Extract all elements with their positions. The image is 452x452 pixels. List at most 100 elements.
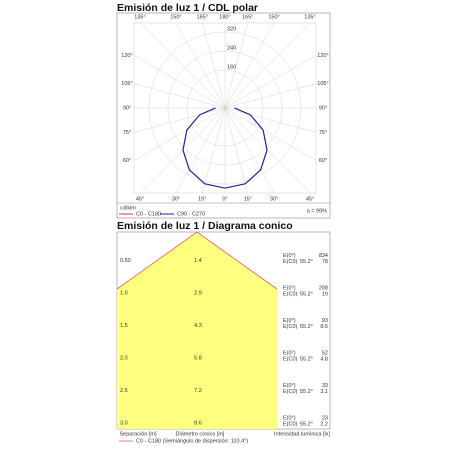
grid-circle <box>186 69 264 147</box>
ec0-caption: E(C0) <box>283 421 298 427</box>
half-angle: 55.2° <box>300 356 313 362</box>
angle-label: 15° <box>244 196 252 202</box>
spoke <box>139 23 226 109</box>
diameter-label: 5.8 <box>194 355 202 361</box>
e0-caption: E(0°) <box>283 350 296 356</box>
e0-caption: E(0°) <box>283 415 296 421</box>
col-header: Separación [m] <box>120 431 157 437</box>
ec0-value: 2.2 <box>320 421 328 427</box>
legend-label: C0 - C180 <box>136 211 161 217</box>
angle-label: 120° <box>121 53 132 59</box>
cone-area <box>117 232 277 429</box>
angle-label: 15° <box>198 196 206 202</box>
ec0-caption: E(C0) <box>283 259 298 265</box>
col-header: Diámetro cónico [m] <box>176 431 225 437</box>
ec0-caption: E(C0) <box>283 356 298 362</box>
angle-label: 135° <box>134 14 145 20</box>
half-angle: 55.2° <box>300 389 313 395</box>
cone-edge <box>116 231 278 290</box>
distance-label: 2.0 <box>120 355 128 361</box>
spoke <box>224 23 248 109</box>
grid-circle <box>148 31 302 185</box>
spoke <box>224 55 316 109</box>
polar-curve <box>182 107 226 189</box>
angle-label: 150° <box>170 14 181 20</box>
angle-label: 120° <box>317 53 328 59</box>
diameter-label: 2.9 <box>194 290 202 296</box>
angle-label: 165° <box>242 14 253 20</box>
e0-value: 93 <box>322 318 328 324</box>
spoke <box>202 107 226 193</box>
angle-label: 75° <box>319 130 327 136</box>
e0-value: 834 <box>319 253 328 259</box>
polar-frame <box>116 12 331 219</box>
angle-label: 30° <box>172 196 180 202</box>
spoke <box>175 23 226 109</box>
e0-caption: E(0°) <box>283 318 296 324</box>
grid-circle <box>167 50 283 166</box>
angle-label: 75° <box>123 130 131 136</box>
spoke <box>224 107 316 161</box>
ec0-value: 8.6 <box>320 324 328 330</box>
unit-label: cd/klm <box>120 205 136 211</box>
spoke <box>139 107 226 193</box>
polar-title: Emisión de luz 1 / CDL polar <box>117 2 258 14</box>
half-angle: 55.2° <box>300 291 313 297</box>
angle-label: 150° <box>268 14 279 20</box>
angle-label: 180° <box>219 14 230 20</box>
spoke <box>224 107 275 193</box>
angle-label: 60° <box>123 158 131 164</box>
angle-label: 135° <box>304 14 315 20</box>
e0-value: 52 <box>322 350 328 356</box>
half-angle: 55.2° <box>300 421 313 427</box>
e0-value: 33 <box>322 383 328 389</box>
r-tick-label: 240 <box>227 45 236 51</box>
spoke <box>224 107 316 133</box>
diameter-label: 8.6 <box>194 420 202 426</box>
distance-label: 2.5 <box>120 388 128 394</box>
spoke <box>134 107 226 133</box>
spoke <box>202 23 226 109</box>
angle-label: 0° <box>222 196 227 202</box>
ec0-value: 19 <box>322 291 328 297</box>
spoke <box>224 23 275 109</box>
spoke <box>224 107 311 193</box>
diameter-label: 7.2 <box>194 388 202 394</box>
spoke <box>134 55 226 109</box>
e0-value: 23 <box>322 415 328 421</box>
efficiency: η = 99% <box>307 208 327 214</box>
e0-value: 208 <box>319 285 328 291</box>
cone-title: Emisión de luz 1 / Diagrama conico <box>117 220 293 232</box>
half-angle: 55.2° <box>300 324 313 330</box>
e0-caption: E(0°) <box>283 253 296 259</box>
spoke <box>134 107 226 161</box>
r-tick-label: 320 <box>227 26 236 32</box>
spoke <box>224 83 316 109</box>
ec0-value: 78 <box>322 259 328 265</box>
ec0-value: 4.8 <box>320 356 328 362</box>
distance-label: 3.0 <box>120 420 128 426</box>
spoke <box>134 83 226 109</box>
spoke <box>224 107 248 193</box>
angle-label: 60° <box>319 158 327 164</box>
legend-label: C0 - C180 (Semiángulo de dispersión: 110… <box>136 438 248 444</box>
legend-label: C90 - C270 <box>177 211 205 217</box>
col-header: Intensidad lumínica [lx] <box>274 431 330 437</box>
distance-label: 1.5 <box>120 323 128 329</box>
angle-label: 105° <box>317 81 328 87</box>
angle-label: 105° <box>121 81 132 87</box>
spoke <box>175 107 226 193</box>
angle-label: 90° <box>123 105 131 111</box>
angle-label: 30° <box>270 196 278 202</box>
polar-curve <box>224 107 268 189</box>
e0-caption: E(0°) <box>283 285 296 291</box>
ec0-caption: E(C0) <box>283 324 298 330</box>
diameter-label: 1.4 <box>194 258 202 264</box>
angle-label: 165° <box>197 14 208 20</box>
ec0-caption: E(C0) <box>283 291 298 297</box>
angle-label: 45° <box>136 196 144 202</box>
ec0-caption: E(C0) <box>283 389 298 395</box>
half-angle: 55.2° <box>300 259 313 265</box>
r-tick-label: 160 <box>227 64 236 70</box>
